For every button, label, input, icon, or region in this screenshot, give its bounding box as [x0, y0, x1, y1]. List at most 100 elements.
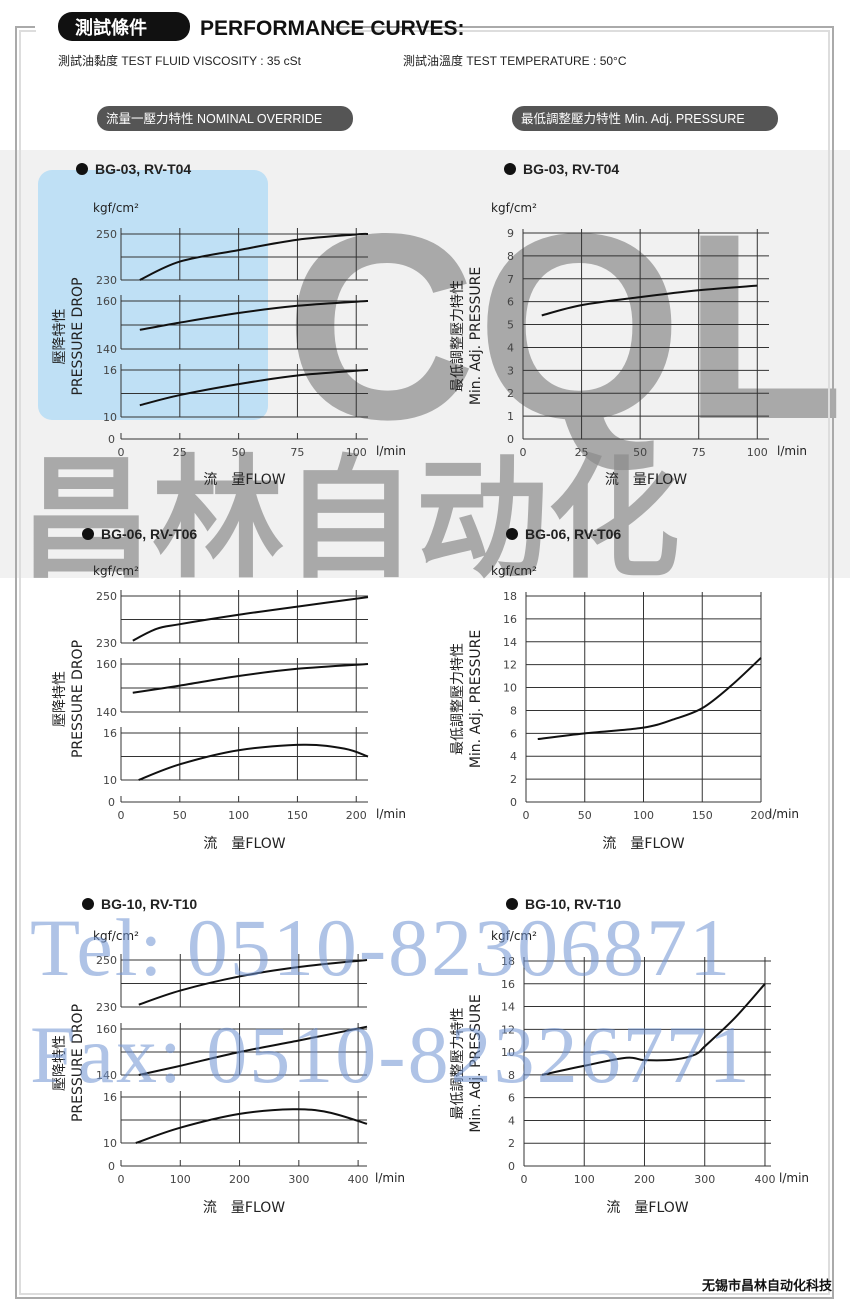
- y-tick-label: 16: [503, 613, 517, 626]
- y-label: PRESSURE DROP: [70, 640, 86, 758]
- y-tick-label: 10: [501, 1046, 515, 1059]
- x-label: 流 量FLOW: [602, 836, 684, 852]
- x-label: 流 量FLOW: [606, 1200, 688, 1216]
- y-tick-label: 2: [507, 387, 514, 400]
- test-viscosity: 測試油黏度 TEST FLUID VISCOSITY : 35 cSt: [58, 53, 302, 68]
- y-tick-label: 250: [96, 954, 117, 967]
- x-tick-label: 50: [633, 446, 647, 459]
- bullet-icon: [76, 163, 88, 175]
- y-tick-label: 160: [96, 295, 117, 308]
- x-tick-label: 0: [118, 446, 125, 459]
- y-tick-label: 140: [96, 343, 117, 356]
- x-tick-label: 0: [521, 1173, 528, 1186]
- curve-band-2: [138, 1025, 368, 1076]
- y-tick-label: 230: [96, 274, 117, 287]
- x-tick-label: 75: [290, 446, 304, 459]
- y-tick-label: 3: [507, 364, 514, 377]
- y-unit: kgf/cm²: [491, 929, 537, 943]
- y-tick-label: 6: [508, 1092, 515, 1105]
- chart-title: BG-03, RV-T04: [95, 161, 191, 177]
- y-tick-label: 250: [96, 590, 117, 603]
- y-tick-label: 10: [103, 411, 117, 424]
- right-section-pill: [512, 106, 778, 131]
- y-tick-label: 16: [501, 978, 515, 991]
- y-unit: kgf/cm²: [491, 564, 537, 578]
- x-tick-label: 300: [288, 1173, 309, 1186]
- x-tick-label: 200: [229, 1173, 250, 1186]
- watermark-logo-block: [38, 170, 268, 420]
- curve-band-1: [139, 232, 369, 281]
- x-tick-label: 400: [754, 1173, 775, 1186]
- y-tick-label: 140: [96, 706, 117, 719]
- y-tick-label: 0: [508, 1160, 515, 1173]
- x-tick-label: 0: [118, 809, 125, 822]
- y-tick-label: 10: [103, 1137, 117, 1150]
- curve-band-3: [135, 1108, 368, 1144]
- y-label-cn: 壓降特性: [52, 671, 68, 727]
- bullet-icon: [82, 898, 94, 910]
- chart-title: BG-03, RV-T04: [523, 161, 619, 177]
- y-tick-label: 9: [507, 227, 514, 240]
- y-tick-label: 6: [507, 296, 514, 309]
- x-tick-label: 200: [346, 809, 367, 822]
- y-tick-label: 8: [508, 1069, 515, 1082]
- y-label-cn: 最低調整壓力特性: [450, 1008, 466, 1120]
- curve-band-1: [132, 596, 369, 642]
- test-temperature: 測試油溫度 TEST TEMPERATURE : 50°C: [403, 53, 627, 68]
- y-tick-label: 16: [103, 364, 117, 377]
- y-tick-label: 4: [508, 1114, 515, 1127]
- x-label: 流 量FLOW: [203, 1200, 285, 1216]
- y-tick-label: 0: [108, 1160, 115, 1173]
- x-unit: l/min: [375, 1171, 405, 1185]
- chart-5: BG-10, RV-T10 kgf/cm² 壓降特性 PRESSURE DROP 流 量…: [52, 896, 405, 1216]
- y-tick-label: 230: [96, 637, 117, 650]
- x-unit: l/min: [769, 807, 799, 821]
- y-tick-label: 16: [103, 1091, 117, 1104]
- chart-title: BG-06, RV-T06: [525, 526, 621, 542]
- footer-company: 无锡市昌林自动化科技: [701, 1278, 833, 1294]
- bullet-icon: [506, 528, 518, 540]
- x-tick-label: 50: [578, 809, 592, 822]
- header-badge: [58, 12, 190, 41]
- chart-2: BG-03, RV-T04 kgf/cm² 最低調整壓力特性 Min. Adj. PR…: [450, 161, 807, 488]
- x-tick-label: 400: [348, 1173, 369, 1186]
- y-label-cn: 壓降特性: [52, 309, 68, 365]
- curve-band-2: [139, 300, 369, 331]
- x-tick-label: 25: [575, 446, 589, 459]
- y-tick-label: 0: [507, 433, 514, 446]
- x-unit: l/min: [777, 444, 807, 458]
- x-tick-label: 50: [173, 809, 187, 822]
- x-tick-label: 100: [228, 809, 249, 822]
- x-unit: l/min: [376, 444, 406, 458]
- x-tick-label: 200: [634, 1173, 655, 1186]
- x-tick-label: 200: [751, 809, 772, 822]
- y-tick-label: 8: [510, 704, 517, 717]
- y-label-cn: 壓降特性: [52, 1035, 68, 1091]
- curve-band-2: [132, 663, 369, 694]
- y-tick-label: 6: [510, 727, 517, 740]
- y-tick-label: 250: [96, 228, 117, 241]
- curve-band-3: [138, 743, 369, 781]
- x-tick-label: 50: [232, 446, 246, 459]
- y-label: Min. Adj. PRESSURE: [468, 630, 484, 768]
- bullet-icon: [506, 898, 518, 910]
- y-tick-label: 10: [503, 682, 517, 695]
- y-unit: kgf/cm²: [491, 201, 537, 215]
- x-unit: l/min: [376, 807, 406, 821]
- y-tick-label: 8: [507, 250, 514, 263]
- y-tick-label: 1: [507, 410, 514, 423]
- chart-3: BG-06, RV-T06 kgf/cm² 壓降特性 PRESSURE DROP 流 量…: [52, 526, 406, 852]
- curve: [541, 983, 766, 1076]
- y-tick-label: 0: [108, 796, 115, 809]
- watermark-tel: Tel: 0510-82306871: [30, 902, 732, 993]
- curve-band-3: [139, 369, 369, 407]
- x-tick-label: 100: [574, 1173, 595, 1186]
- x-tick-label: 100: [747, 446, 768, 459]
- curve: [541, 284, 758, 317]
- y-tick-label: 12: [501, 1023, 515, 1036]
- x-tick-label: 150: [692, 809, 713, 822]
- y-label-cn: 最低調整壓力特性: [450, 643, 466, 755]
